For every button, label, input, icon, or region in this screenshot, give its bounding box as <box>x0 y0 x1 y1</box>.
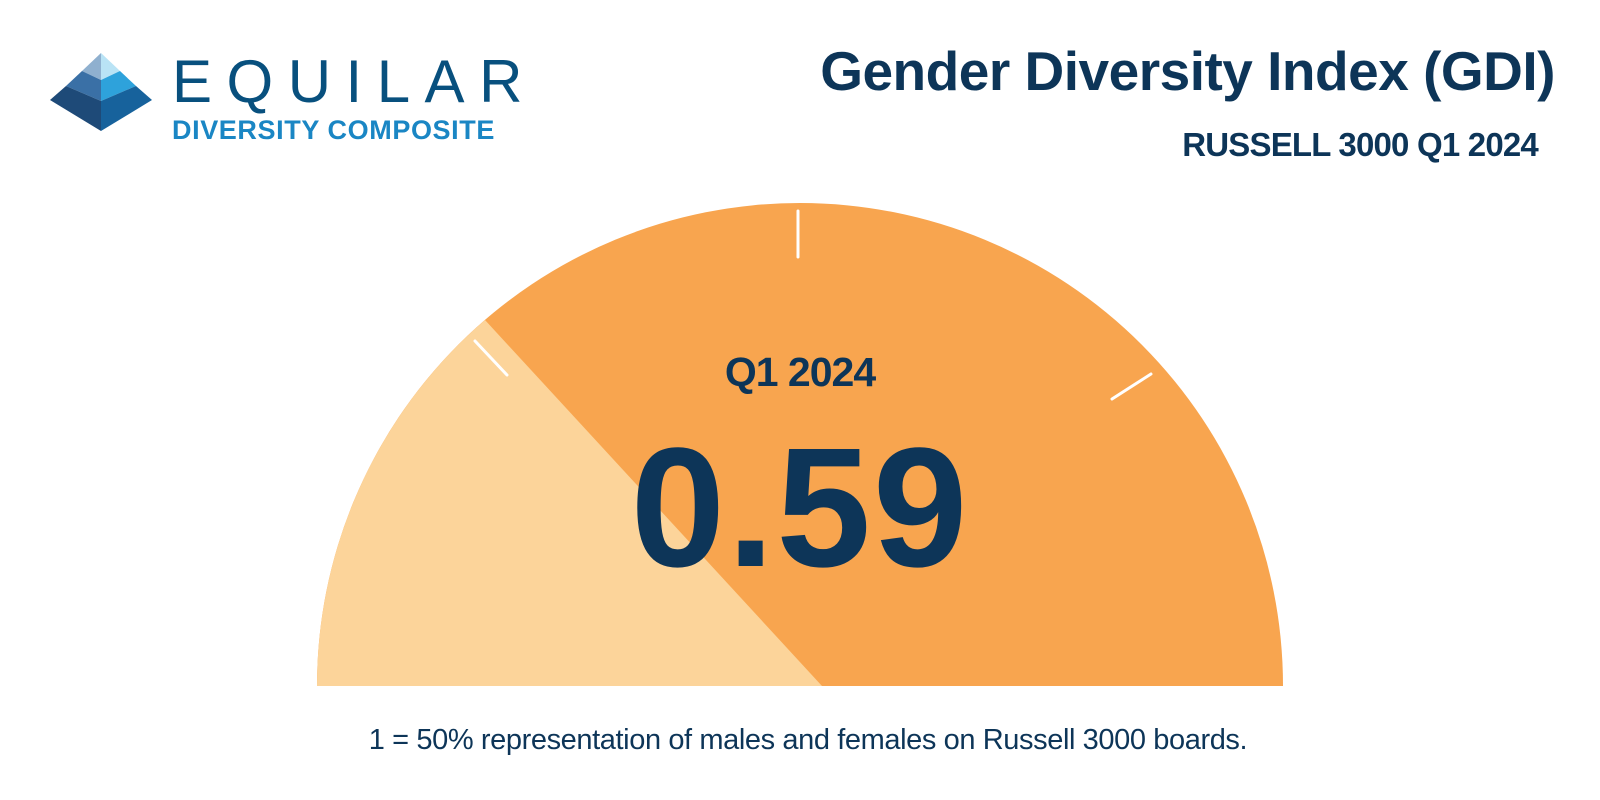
page-subtitle: RUSSELL 3000 Q1 2024 <box>1182 126 1539 163</box>
logo-wordmark: EQUILAR <box>172 48 537 115</box>
gauge-light-segment <box>317 320 822 686</box>
footnote: 1 = 50% representation of males and fema… <box>368 724 1248 756</box>
gauge-period-label: Q1 2024 <box>724 349 876 395</box>
gauge-value: 0.59 <box>630 413 970 603</box>
pyramid-logo-icon <box>50 53 152 131</box>
logo-tagline: DIVERSITY COMPOSITE <box>172 115 495 145</box>
gauge-tick-left <box>473 339 509 377</box>
equilar-logo: EQUILAR DIVERSITY COMPOSITE <box>48 50 522 150</box>
gauge-tick-right <box>1110 372 1153 401</box>
page-title: Gender Diversity Index (GDI) <box>820 40 1555 102</box>
